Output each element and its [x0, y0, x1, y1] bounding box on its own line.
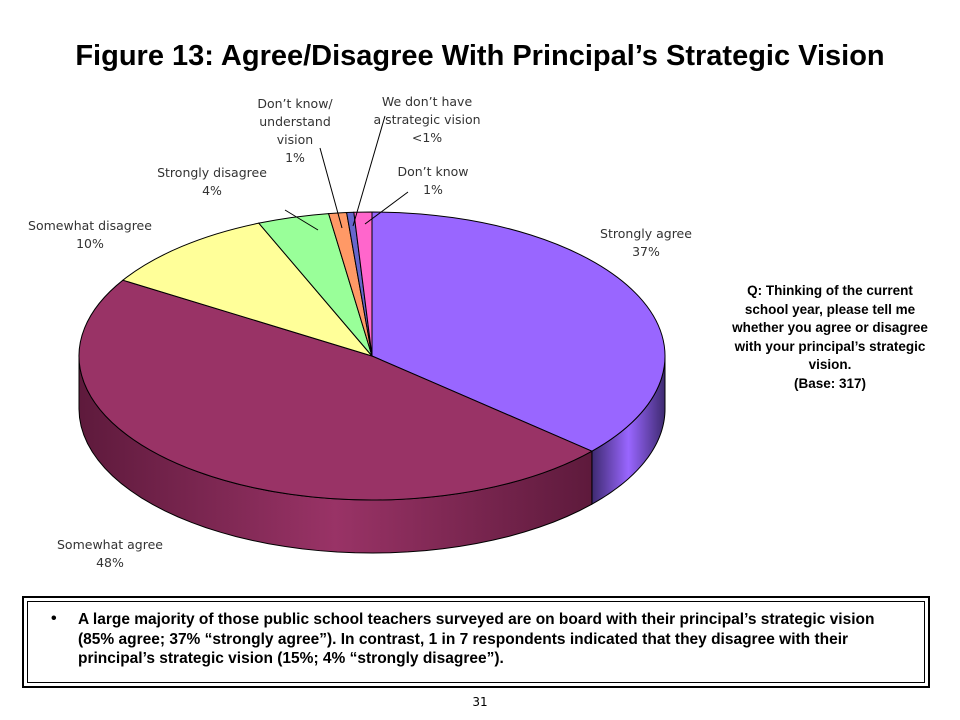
slice-label-somewhat-disagree: Somewhat disagree 10% — [28, 218, 152, 251]
slice-label-somewhat-agree: Somewhat agree 48% — [57, 537, 163, 570]
slice-label-we-don-t-have-a-strategic-vision: We don’t have a strategic vision <1% — [373, 94, 480, 145]
slice-label-strongly-disagree: Strongly disagree 4% — [157, 165, 267, 198]
slice-label-don-t-know-understand-vision: Don’t know/understand vision 1% — [257, 96, 333, 165]
pie-slice-somewhat-disagree — [121, 222, 374, 357]
leader-line — [364, 191, 409, 225]
bullet-marker: • — [51, 610, 57, 627]
question-text: Q: Thinking of the current school year, … — [732, 283, 928, 372]
pie-top — [78, 211, 666, 501]
survey-question: Q: Thinking of the current school year, … — [730, 282, 930, 393]
pie-labels: Strongly agree 37% Somewhat agree 48% Somewh… — [28, 94, 692, 570]
leader-line — [352, 115, 386, 227]
slice-label-don-t-know: Don’t know 1% — [397, 164, 468, 197]
chart-title: Figure 13: Agree/Disagree With Principal… — [75, 40, 885, 72]
pie-slice-don-t-know — [353, 211, 373, 357]
pie-slice-strongly-agree — [371, 211, 666, 452]
question-base: (Base: 317) — [793, 375, 867, 391]
pie-slice-somewhat-agree — [78, 279, 594, 501]
slice-label-strongly-agree: Strongly agree 37% — [600, 226, 692, 259]
page-number: 31 — [472, 695, 488, 709]
pie-chart: Strongly agree 37% Somewhat agree 48% Somewh… — [28, 94, 692, 570]
leader-line — [319, 147, 343, 229]
leader-line — [284, 209, 319, 231]
callout-text: A large majority of those public school … — [78, 611, 875, 667]
summary-callout: • A large majority of those public schoo… — [22, 596, 930, 688]
callout-inner-border: • A large majority of those public schoo… — [27, 601, 925, 683]
